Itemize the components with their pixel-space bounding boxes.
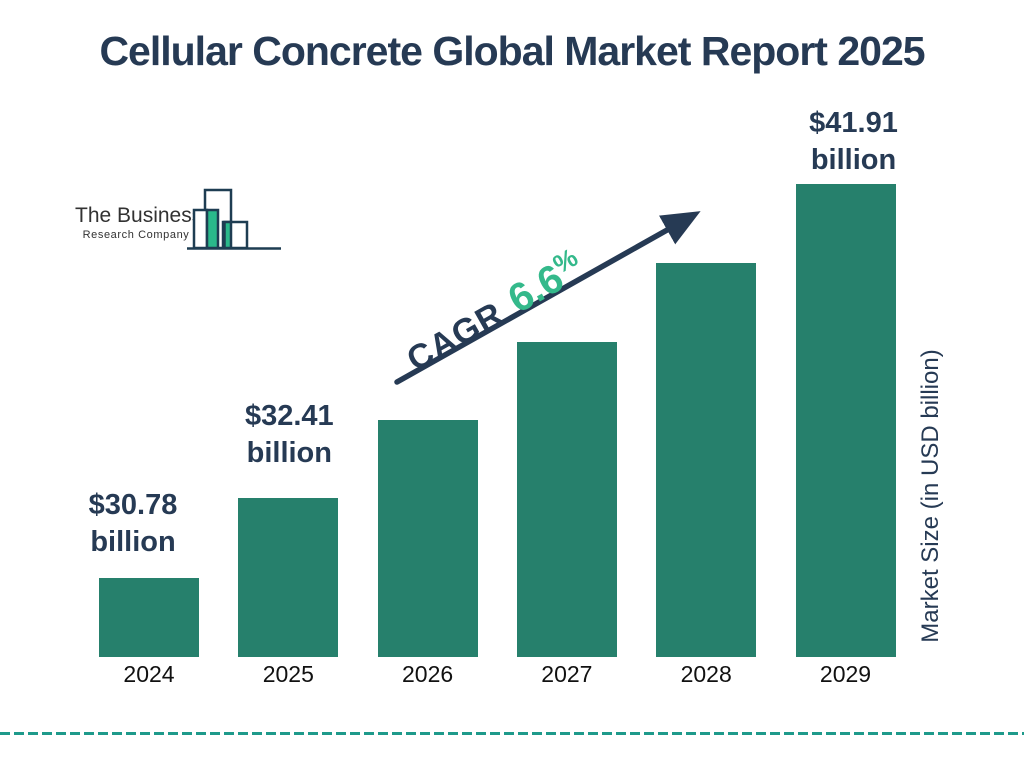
x-axis-label-2029: 2029 (819, 661, 872, 687)
company-name: The Business (75, 204, 203, 227)
divider-dashed-line (0, 732, 1024, 735)
x-axis-label-2026: 2026 (402, 661, 454, 687)
company-name-sub: Research Company (82, 229, 190, 241)
bar-2024 (99, 578, 199, 657)
value-label-2025: $32.41 billion (244, 400, 334, 469)
x-axis-label-2025: 2025 (262, 661, 314, 687)
company-logo-text: The Business Research Company (75, 204, 203, 241)
bar-2025 (238, 498, 339, 657)
page-title: Cellular Concrete Global Market Report 2… (99, 28, 925, 74)
bar-2029 (795, 184, 896, 657)
cagr-label: CAGR (400, 294, 510, 379)
value-label-2024: $30.78 billion (88, 489, 178, 558)
x-axis-label-2027: 2027 (541, 661, 593, 687)
bar-2028 (656, 263, 757, 657)
x-axis-label-2024: 2024 (123, 661, 175, 687)
value-label-2029: $41.91 billion (809, 107, 898, 176)
x-axis-label-2028: 2028 (680, 661, 732, 687)
y-axis-label: Market Size (in USD billion) (917, 349, 944, 643)
bar-2027 (516, 342, 617, 657)
bar-2026 (377, 420, 478, 657)
logo-bars-icon (187, 188, 281, 250)
company-logo: The Business Research Company (75, 168, 290, 250)
